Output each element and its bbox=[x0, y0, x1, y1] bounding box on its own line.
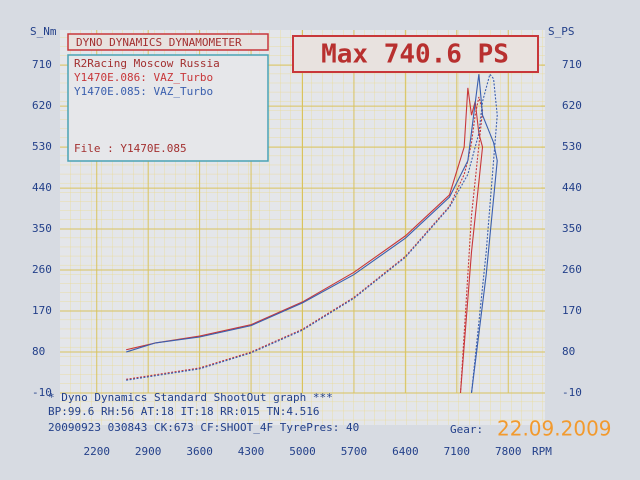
x-tick-label: 5000 bbox=[289, 445, 316, 458]
x-tick-label: 6400 bbox=[392, 445, 419, 458]
x-tick-label: 2900 bbox=[135, 445, 162, 458]
legend-box bbox=[67, 54, 269, 162]
max-label: Max 740.6 PS bbox=[321, 40, 509, 70]
x-tick-label: 7100 bbox=[444, 445, 471, 458]
y2-tick-label: 440 bbox=[562, 181, 582, 194]
legend-entry: Y1470E.085: VAZ_Turbo bbox=[74, 85, 213, 98]
chart-title: DYNO DYNAMICS DYNAMOMETER bbox=[76, 36, 242, 49]
x-axis-label: RPM bbox=[532, 445, 552, 458]
y-tick-label: 80 bbox=[32, 345, 45, 358]
y2-tick-label: 170 bbox=[562, 304, 582, 317]
subtitle: R2Racing Moscow Russia bbox=[74, 57, 220, 70]
x-tick-label: 7800 bbox=[495, 445, 522, 458]
gear-label: Gear: bbox=[450, 423, 483, 436]
y2-tick-label: 260 bbox=[562, 263, 582, 276]
power-line bbox=[126, 96, 484, 394]
date-stamp: 22.09.2009 bbox=[497, 417, 612, 441]
y2-axis-label: S_PS bbox=[548, 25, 575, 38]
footer-line: * Dyno Dynamics Standard ShootOut graph … bbox=[48, 391, 333, 404]
title-box bbox=[67, 33, 269, 51]
max-box bbox=[292, 35, 539, 73]
y-tick-label: 440 bbox=[32, 181, 52, 194]
y2-tick-label: 620 bbox=[562, 99, 582, 112]
x-tick-label: 5700 bbox=[341, 445, 368, 458]
x-tick-label: 4300 bbox=[238, 445, 265, 458]
y-tick-label: 260 bbox=[32, 263, 52, 276]
y2-tick-label: 710 bbox=[562, 58, 582, 71]
torque-line bbox=[126, 87, 484, 394]
y2-tick-label: 350 bbox=[562, 222, 582, 235]
y-tick-label: 350 bbox=[32, 222, 52, 235]
footer-line: BP:99.6 RH:56 AT:18 IT:18 RR:015 TN:4.51… bbox=[48, 405, 320, 418]
y-tick-label: 620 bbox=[32, 99, 52, 112]
y-tick-label: 170 bbox=[32, 304, 52, 317]
file-label: File : Y1470E.085 bbox=[74, 142, 187, 155]
y2-tick-label: 80 bbox=[562, 345, 575, 358]
torque-line bbox=[125, 74, 498, 394]
y-tick-label: 530 bbox=[32, 140, 52, 153]
y-tick-label: 710 bbox=[32, 58, 52, 71]
y-axis-label: S_Nm bbox=[30, 25, 57, 38]
y2-tick-label: 530 bbox=[562, 140, 582, 153]
power-line bbox=[126, 73, 498, 394]
y-tick-label: -10 bbox=[32, 386, 52, 399]
footer-line: 20090923 030843 CK:673 CF:SHOOT_4F TyreP… bbox=[48, 421, 359, 434]
y2-tick-label: -10 bbox=[562, 386, 582, 399]
legend-entry: Y1470E.086: VAZ_Turbo bbox=[74, 71, 213, 84]
x-tick-label: 2200 bbox=[83, 445, 110, 458]
x-tick-label: 3600 bbox=[186, 445, 213, 458]
